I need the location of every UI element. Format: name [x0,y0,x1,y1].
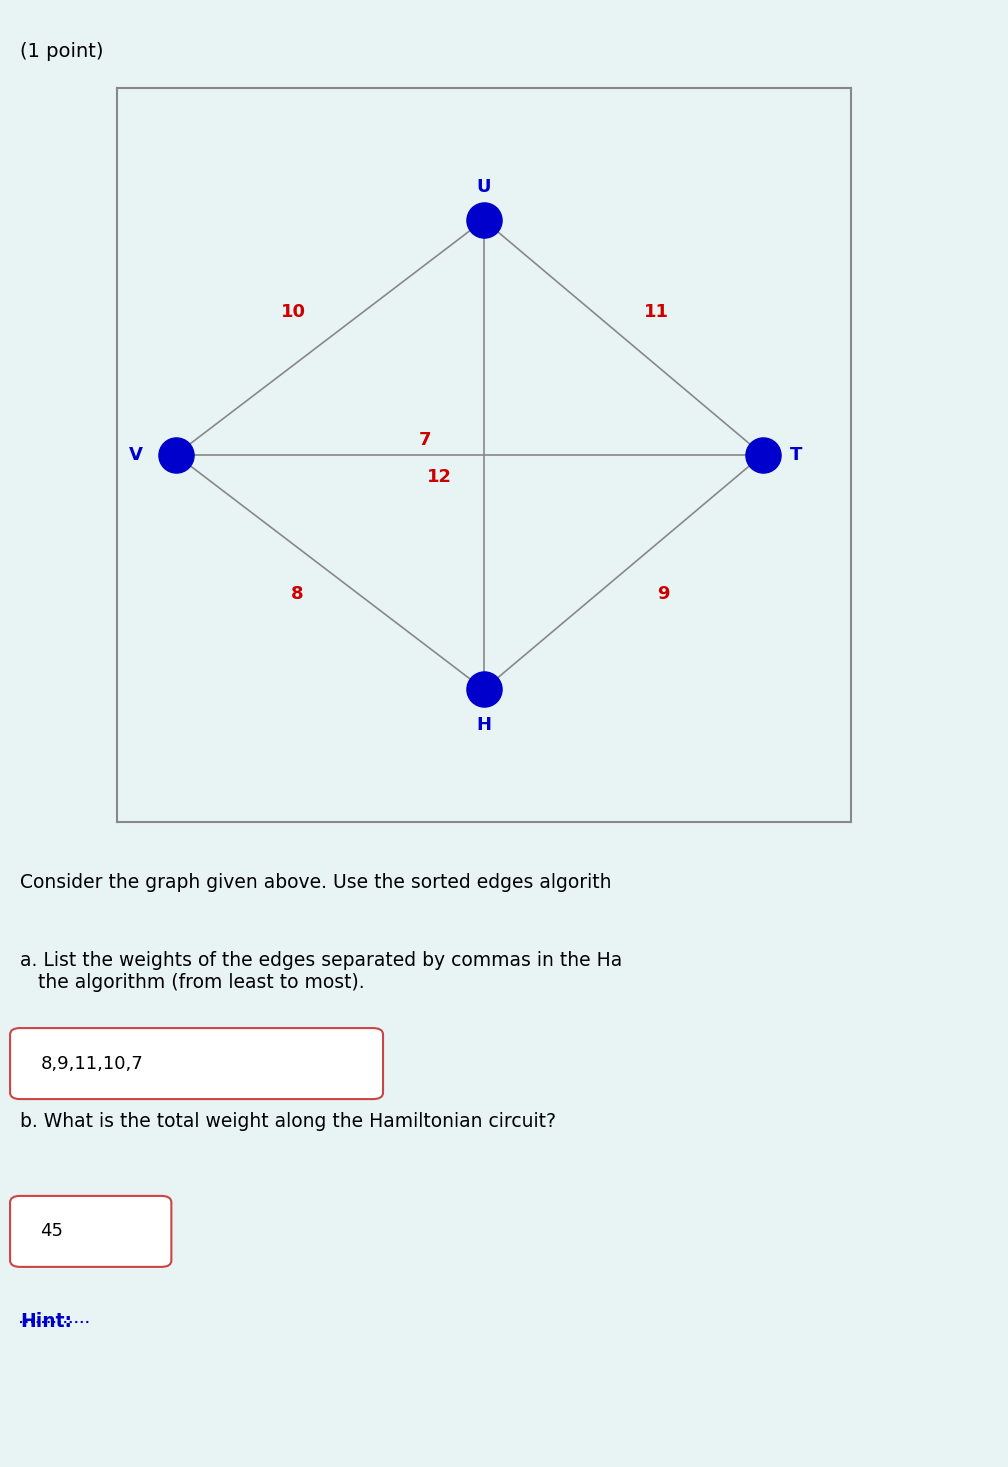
Text: a. List the weights of the edges separated by commas in the Ha
   the algorithm : a. List the weights of the edges separat… [20,951,622,992]
Point [476,208,492,232]
Text: H: H [477,716,491,734]
Point [755,443,771,467]
Point [476,678,492,701]
Text: b. What is the total weight along the Hamiltonian circuit?: b. What is the total weight along the Ha… [20,1112,556,1131]
Text: 10: 10 [280,302,305,321]
Text: (1 point): (1 point) [20,43,104,60]
Text: 9: 9 [657,585,669,603]
Text: 12: 12 [427,468,453,486]
Text: 11: 11 [644,302,668,321]
FancyBboxPatch shape [10,1196,171,1267]
Text: Consider the graph given above. Use the sorted edges algorith: Consider the graph given above. Use the … [20,873,612,892]
Text: T: T [789,446,801,464]
Text: 8: 8 [290,585,303,603]
FancyBboxPatch shape [10,1028,383,1099]
Text: 7: 7 [419,431,431,449]
Text: U: U [477,178,491,197]
Point [167,443,183,467]
Text: V: V [128,446,142,464]
Text: Hint:: Hint: [20,1311,73,1331]
Text: 8,9,11,10,7: 8,9,11,10,7 [40,1055,143,1072]
Text: 45: 45 [40,1222,64,1241]
